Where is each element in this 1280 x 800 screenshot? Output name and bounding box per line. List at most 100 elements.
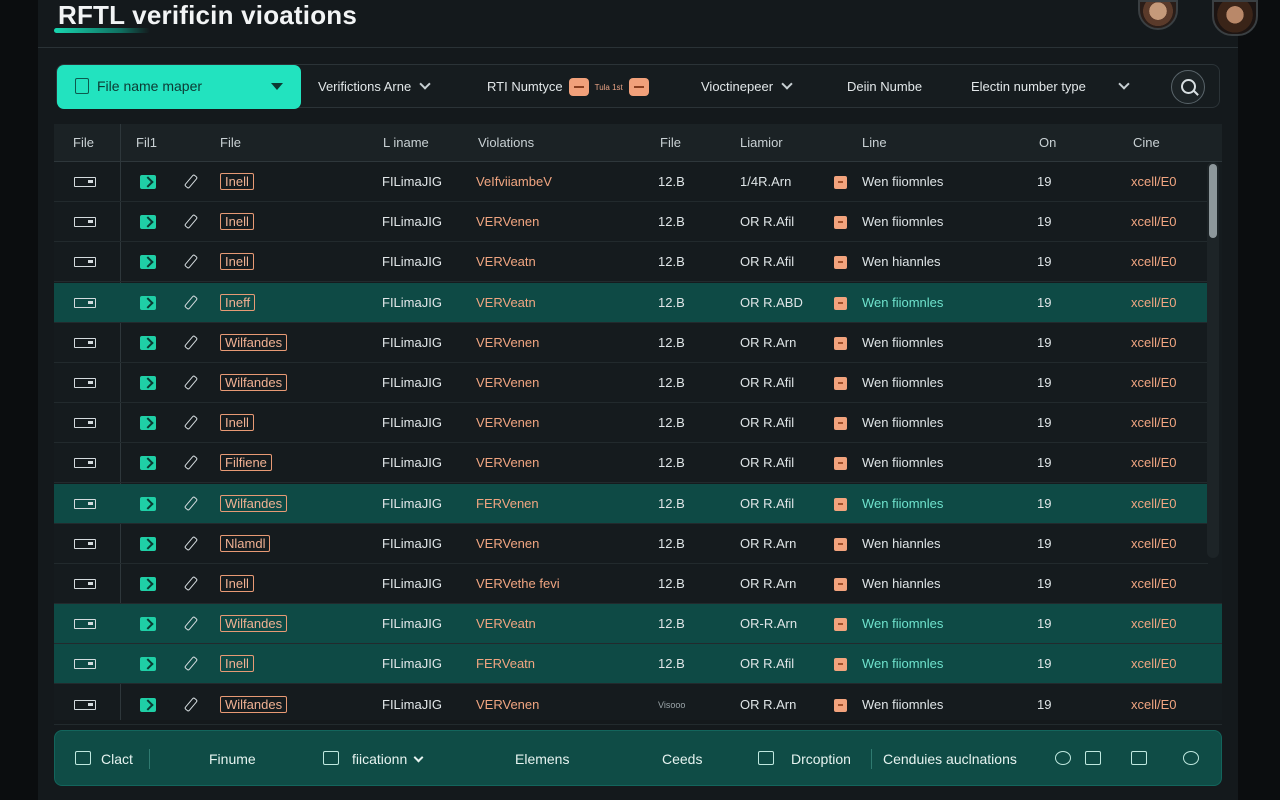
settings-icon[interactable] <box>1183 751 1199 765</box>
edit-icon[interactable] <box>183 455 199 471</box>
spreadsheet-icon <box>140 657 156 672</box>
col-file[interactable]: File <box>73 135 94 150</box>
file-tag[interactable]: Inell <box>220 253 254 271</box>
file-tag[interactable]: Nlamdl <box>220 534 271 552</box>
edit-icon[interactable] <box>183 214 199 230</box>
on-value: 19 <box>1037 535 1052 551</box>
finume-button[interactable]: Finume <box>209 751 256 767</box>
rti-number-filter[interactable]: RTI Numtyce Tula 1st <box>487 65 655 109</box>
cenduies-button[interactable]: Cenduies auclnations <box>883 751 1017 767</box>
table-row[interactable]: Filfiene FILimaJIG VERVenen 12.B OR R.Afil We… <box>54 443 1208 484</box>
file-tag[interactable]: Wilfandes <box>220 333 288 351</box>
spreadsheet-icon <box>140 295 156 310</box>
col-fil1[interactable]: Fil1 <box>136 135 157 150</box>
col-violations[interactable]: Violations <box>478 135 535 150</box>
table-row[interactable]: Wilfandes FILimaJIG VERVenen 12.B OR R.Arn We… <box>54 323 1208 363</box>
edit-icon[interactable] <box>183 495 199 511</box>
fication-dropdown[interactable]: fiicationn <box>352 731 424 787</box>
library-value: OR R.Afil <box>740 656 795 672</box>
file-tag[interactable]: Inell <box>220 414 254 432</box>
spreadsheet-icon <box>140 416 156 431</box>
file-icon <box>74 297 96 308</box>
file-size: 12.B <box>658 254 685 270</box>
line-value: Wen hiannles <box>862 535 941 551</box>
ceeds-button[interactable]: Ceeds <box>662 751 703 767</box>
edit-icon[interactable] <box>183 616 199 632</box>
file-tag[interactable]: Wilfandes <box>220 494 288 512</box>
table-row[interactable]: Wilfandes FILimaJIG VERVenen Visooo OR R.Arn… <box>54 685 1222 725</box>
line-value: Wen fiiomnles <box>862 696 944 712</box>
file-size: 12.B <box>658 174 685 189</box>
table-scrollbar[interactable] <box>1207 162 1219 558</box>
spreadsheet-icon <box>140 215 156 230</box>
violation-type-filter[interactable]: Vioctinepeer <box>701 65 793 109</box>
share-icon[interactable] <box>1055 751 1071 765</box>
table-row[interactable]: Nlamdl FILimaJIG VERVenen 12.B OR R.Arn Wen h… <box>54 524 1208 564</box>
clipboard-icon <box>75 751 91 765</box>
file-tag[interactable]: Inell <box>220 213 254 231</box>
edit-icon[interactable] <box>183 254 199 270</box>
table-row[interactable]: Wilfandes FILimaJIG FERVenen 12.B OR R.Afil W… <box>54 483 1208 524</box>
col-line[interactable]: Line <box>862 135 887 150</box>
table-row[interactable]: Ineff FILimaJIG VERVeatn 12.B OR R.ABD Wen fi… <box>54 282 1208 323</box>
clact-button[interactable]: Clact <box>101 751 133 767</box>
user-avatar[interactable] <box>1138 0 1178 30</box>
table-row[interactable]: Inell FILimaJIG VERVenen 12.B OR R.Afil Wen f… <box>54 202 1208 243</box>
file-tag[interactable]: Inell <box>220 173 254 190</box>
col-file-2[interactable]: File <box>220 135 241 150</box>
table-row[interactable]: Wilfandes FILimaJIG VERVenen 12.B OR R.Afil W… <box>54 363 1208 403</box>
edit-icon[interactable] <box>183 294 199 310</box>
on-value: 19 <box>1037 174 1052 189</box>
edit-icon[interactable] <box>183 575 199 592</box>
file-tag[interactable]: Filfiene <box>220 454 272 472</box>
table-row[interactable]: Inell FILimaJIG FERVeatn 12.B OR R.Afil Wen f… <box>54 644 1222 685</box>
design-number-filter[interactable]: Deiin Numbe <box>847 65 922 109</box>
print-icon[interactable] <box>1085 751 1101 765</box>
file-tag[interactable]: Wilfandes <box>220 374 288 391</box>
table-row[interactable]: Inell FILimaJIG VERVethe fevi 12.B OR R.Arn W… <box>54 564 1222 604</box>
status-square-icon <box>834 658 847 672</box>
file-tag[interactable]: Inell <box>220 655 254 673</box>
tiny-label: Tula 1st <box>594 82 623 92</box>
file-size: 12.B <box>658 616 685 632</box>
col-on[interactable]: On <box>1039 135 1057 150</box>
violation-name: VERVenen <box>476 334 540 350</box>
edit-icon[interactable] <box>183 374 199 391</box>
status-square-icon <box>834 457 847 471</box>
column-divider <box>120 124 121 720</box>
file-tag[interactable]: Wilfandes <box>220 695 288 713</box>
table-row[interactable]: Inell FILimaJIG VERVeatn 12.B OR R.Afil Wen h… <box>54 242 1208 283</box>
scrollbar-thumb[interactable] <box>1209 164 1217 238</box>
col-lib-name[interactable]: L iname <box>383 135 429 150</box>
table-row[interactable]: Wilfandes FILimaJIG VERVeatn 12.B OR-R.Arn We… <box>54 604 1222 645</box>
rti-number-label: RTI Numtyce <box>487 79 563 94</box>
edit-icon[interactable] <box>183 415 199 431</box>
file-size: 12.B <box>658 334 685 350</box>
cine-value: xcell/E0 <box>1131 375 1177 390</box>
drcoption-button[interactable]: Drcoption <box>791 751 851 767</box>
file-name-select[interactable]: File name maper <box>57 65 301 109</box>
table-row[interactable]: Inell FILimaJIG VERVenen 12.B OR R.Afil Wen f… <box>54 403 1208 444</box>
table-row[interactable]: Inell FILimaJIG VeIfviiambeV 12.B 1/4R.Arn We… <box>54 162 1208 202</box>
edit-icon[interactable] <box>183 696 199 712</box>
edit-icon[interactable] <box>183 535 199 551</box>
on-value: 19 <box>1037 334 1052 350</box>
col-liamior[interactable]: Liamior <box>740 135 783 150</box>
verifications-filter[interactable]: Verifictions Arne <box>318 65 431 109</box>
col-cine[interactable]: Cine <box>1133 135 1160 150</box>
col-file-3[interactable]: File <box>660 135 681 150</box>
chart-icon[interactable] <box>1131 751 1147 765</box>
violation-name: FERVenen <box>476 495 539 511</box>
edit-icon[interactable] <box>183 334 199 350</box>
elements-button[interactable]: Elemens <box>515 751 570 767</box>
edit-icon[interactable] <box>183 173 199 190</box>
file-tag[interactable]: Ineff <box>220 293 256 311</box>
cine-value: xcell/E0 <box>1131 455 1177 471</box>
edit-icon[interactable] <box>183 656 199 672</box>
search-button[interactable] <box>1171 70 1205 104</box>
status-square-icon <box>834 296 847 310</box>
file-tag[interactable]: Wilfandes <box>220 615 288 633</box>
file-tag[interactable]: Inell <box>220 575 254 592</box>
election-type-filter[interactable]: Electin number type <box>971 65 1130 109</box>
profile-avatar[interactable] <box>1212 0 1258 36</box>
